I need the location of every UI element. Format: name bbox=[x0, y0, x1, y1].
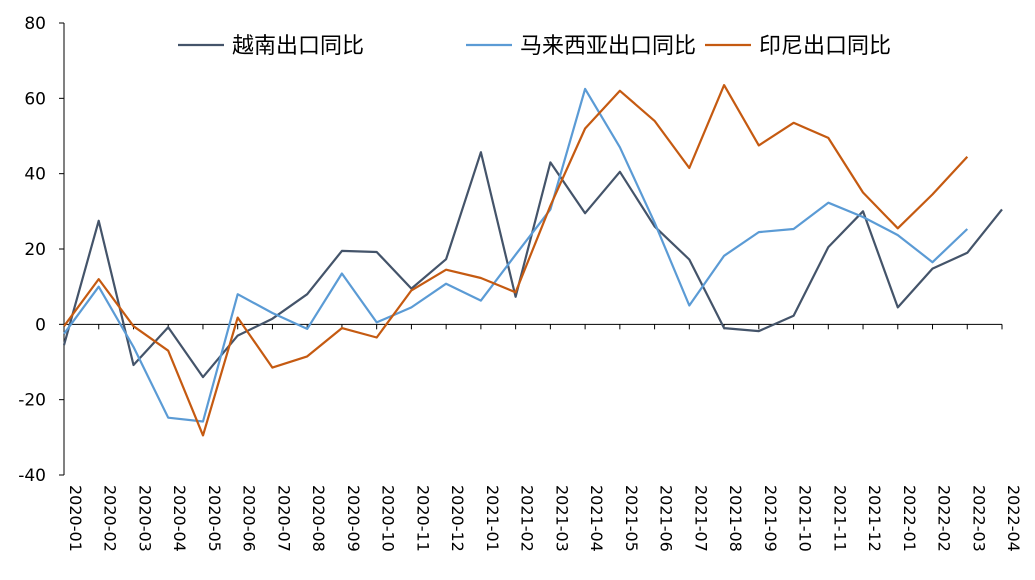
axes: -40 -20 0 20 40 60 80 2020-01 2020-02 2020-03 2020… bbox=[18, 14, 1023, 552]
legend-label-1: 马来西亚出口同比 bbox=[520, 34, 696, 59]
x-tick-label: 2021-01 bbox=[483, 485, 502, 552]
x-tick-label: 2020-09 bbox=[344, 485, 363, 552]
series-line-2 bbox=[63, 83, 969, 437]
x-tick-label: 2020-02 bbox=[101, 485, 120, 552]
x-tick-label: 2020-11 bbox=[413, 485, 432, 552]
x-tick-label: 2021-05 bbox=[622, 485, 641, 552]
x-tick-label: 2021-09 bbox=[761, 485, 780, 552]
legend: 越南出口同比 马来西亚出口同比 印尼出口同比 bbox=[178, 34, 891, 59]
y-tick-label: -20 bbox=[18, 391, 46, 411]
y-tick-label: 60 bbox=[24, 89, 46, 109]
x-tick-label: 2021-03 bbox=[552, 485, 571, 552]
x-tick-label: 2021-02 bbox=[518, 485, 537, 552]
x-tick-label: 2021-11 bbox=[830, 485, 849, 552]
x-tick-label: 2021-07 bbox=[691, 485, 710, 552]
y-tick-label: -40 bbox=[18, 466, 46, 486]
x-tick-label: 2020-04 bbox=[170, 485, 189, 552]
legend-label-2: 印尼出口同比 bbox=[759, 34, 891, 59]
y-tick-label: 40 bbox=[24, 165, 46, 185]
x-tick-label: 2020-12 bbox=[448, 485, 467, 552]
x-tick-label: 2020-06 bbox=[240, 485, 259, 552]
x-tick-label: 2022-01 bbox=[900, 485, 919, 552]
x-tick-label: 2022-02 bbox=[935, 485, 954, 552]
x-tick-label: 2020-10 bbox=[379, 485, 398, 552]
x-tick-label: 2021-06 bbox=[657, 485, 676, 552]
series-lines bbox=[62, 83, 1003, 437]
x-tick-label: 2022-04 bbox=[1004, 485, 1023, 552]
y-tick-label: 20 bbox=[24, 240, 46, 260]
y-tick-label: 0 bbox=[35, 315, 46, 335]
x-tick-label: 2020-07 bbox=[274, 485, 293, 552]
x-tick-label: 2021-10 bbox=[796, 485, 815, 552]
series-line-1 bbox=[63, 87, 969, 423]
series-line-0 bbox=[62, 151, 1003, 379]
x-tick-label: 2020-08 bbox=[309, 485, 328, 552]
x-tick-label: 2021-08 bbox=[726, 485, 745, 552]
x-tick-label: 2020-01 bbox=[66, 485, 85, 552]
x-tick-label: 2021-12 bbox=[865, 485, 884, 552]
y-tick-label: 80 bbox=[24, 14, 46, 34]
x-tick-label: 2020-05 bbox=[205, 485, 224, 552]
x-tick-label: 2022-03 bbox=[969, 485, 988, 552]
x-tick-label: 2020-03 bbox=[135, 485, 154, 552]
x-tick-label: 2021-04 bbox=[587, 485, 606, 552]
legend-label-0: 越南出口同比 bbox=[232, 34, 364, 59]
